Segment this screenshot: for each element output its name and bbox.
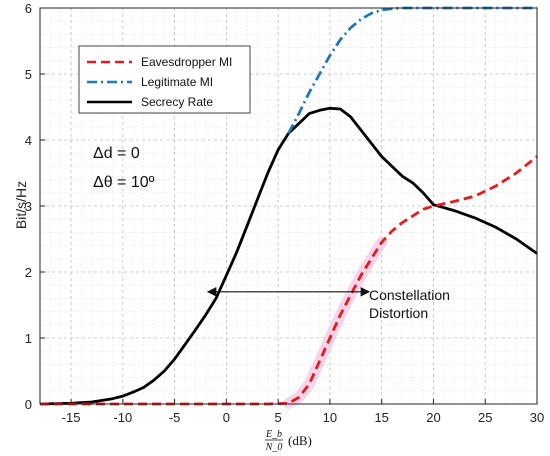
- x-tick-label: -10: [113, 410, 132, 425]
- distortion-label-line2: Distortion: [369, 305, 428, 321]
- x-tick-label: -15: [62, 410, 81, 425]
- x-tick-label: 25: [478, 410, 492, 425]
- distortion-label-line1: Constellation: [369, 287, 450, 303]
- x-tick-label: 30: [530, 410, 544, 425]
- x-ticks: -15 -10 -5 0 5 10 15 20 25 30: [62, 399, 544, 425]
- y-tick-label: 1: [25, 331, 32, 346]
- x-tick-label: 0: [223, 410, 230, 425]
- y-tick-label: 4: [25, 133, 32, 148]
- legend-label: Eavesdropper MI: [141, 55, 232, 69]
- distortion-annotation: Constellation Distortion: [369, 287, 450, 321]
- y-axis-label: Bit/s/Hz: [13, 181, 29, 229]
- legend: Eavesdropper MI Legitimate MI Secrecy Rate: [78, 45, 251, 114]
- legend-items: Eavesdropper MI Legitimate MI Secrecy Rate: [87, 55, 232, 109]
- x-tick-label: 10: [323, 410, 337, 425]
- legend-label: Legitimate MI: [141, 75, 213, 89]
- x-axis-label-unit: (dB): [288, 433, 312, 448]
- series-line-secrecy-rate: [39, 106, 538, 406]
- y-tick-label: 0: [25, 397, 32, 412]
- param-annotation: Δd = 0 Δθ = 10º: [93, 145, 155, 191]
- y-ticks: 0 1 2 3 4 5 6: [25, 1, 45, 412]
- y-tick-label: 3: [25, 199, 32, 214]
- x-axis-label-numerator: E_b: [265, 429, 282, 440]
- x-tick-label: -5: [169, 410, 181, 425]
- x-axis-label: E_b N_0 (dB): [265, 429, 312, 453]
- y-tick-label: 5: [25, 67, 32, 82]
- x-tick-label: 5: [275, 410, 282, 425]
- x-tick-label: 15: [374, 410, 388, 425]
- x-tick-label: 20: [426, 410, 440, 425]
- param-delta-theta: Δθ = 10º: [93, 174, 155, 191]
- param-delta-d: Δd = 0: [93, 145, 140, 162]
- y-tick-label: 6: [25, 1, 32, 16]
- x-axis-label-denominator: N_0: [265, 442, 283, 453]
- legend-label: Secrecy Rate: [141, 95, 213, 109]
- y-tick-label: 2: [25, 265, 32, 280]
